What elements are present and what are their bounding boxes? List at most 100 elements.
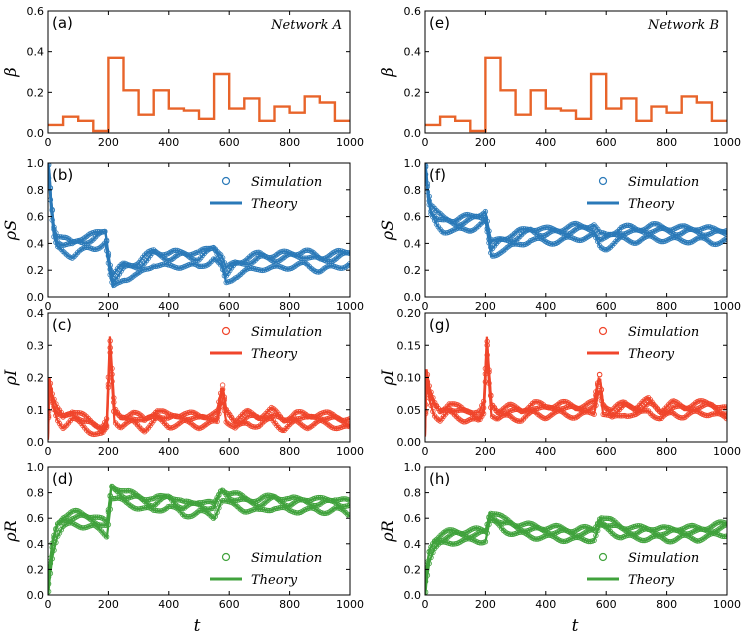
x-tick-label: 800: [656, 300, 677, 313]
x-tick-label: 1000: [713, 300, 741, 313]
theory-line: [425, 350, 727, 437]
simulation-marker: [475, 223, 481, 229]
y-tick-label: 0.4: [27, 237, 45, 250]
x-tick-label: 600: [219, 445, 240, 458]
simulation-marker: [74, 249, 81, 256]
x-tick-label: 0: [422, 136, 429, 149]
simulation-marker: [114, 422, 121, 428]
theory-line: [425, 511, 727, 586]
y-tick-label: 0.8: [404, 487, 422, 500]
plot-area: [48, 56, 350, 133]
legend-sim-label: Simulation: [251, 325, 322, 340]
plot-area: [425, 510, 727, 595]
simulation-marker: [691, 401, 697, 408]
simulation-marker: [116, 263, 122, 270]
simulation-marker: [660, 413, 666, 420]
legend-sim-label: Simulation: [628, 325, 699, 340]
x-tick-label: 800: [279, 300, 300, 313]
legend-sim-marker: [221, 552, 231, 562]
y-tick-label: 0.2: [404, 563, 422, 576]
x-tick-label: 0: [45, 445, 52, 458]
legend-sim-marker: [598, 326, 608, 336]
axes-frame: [47, 162, 351, 298]
simulation-marker: [343, 509, 349, 516]
plot-area: [48, 483, 350, 595]
simulation-marker: [243, 257, 249, 263]
simulation-marker: [596, 371, 603, 378]
y-axis-label: ρI: [1, 369, 20, 386]
simulation-marker: [477, 221, 483, 228]
x-tick-label: 0: [45, 136, 52, 149]
simulation-marker: [252, 257, 258, 263]
y-tick-label: 0.2: [27, 372, 45, 385]
theory-line: [425, 336, 727, 429]
simulation-marker: [120, 423, 126, 429]
y-tick-label: 0.4: [27, 46, 45, 59]
y-tick-label: 0.6: [27, 5, 45, 18]
simulation-marker: [89, 237, 95, 244]
plot-area: [48, 163, 350, 289]
theory-line: [48, 484, 350, 592]
simulation-marker: [214, 258, 220, 264]
y-tick-label: 0.4: [27, 538, 45, 551]
simulation-marker: [439, 531, 445, 537]
x-tick-label: 1000: [713, 598, 741, 611]
xlabel-left: t: [194, 616, 201, 636]
simulation-marker: [508, 413, 514, 420]
x-tick-label: 600: [596, 445, 617, 458]
y-tick-label: 0.3: [27, 339, 45, 352]
panel-label: (d): [52, 470, 73, 488]
simulation-marker: [511, 230, 518, 237]
simulation-marker: [267, 406, 273, 413]
simulation-marker: [207, 512, 213, 518]
legend-theory-label: Theory: [251, 573, 298, 588]
simulation-marker: [509, 232, 516, 238]
axes-frame: [424, 10, 728, 134]
axes-frame: [47, 466, 351, 596]
y-tick-label: 0.4: [404, 538, 422, 551]
legend-theory-label: Theory: [251, 347, 298, 362]
x-tick-label: 400: [158, 136, 179, 149]
simulation-marker: [334, 255, 340, 261]
x-tick-label: 200: [475, 445, 496, 458]
x-tick-label: 200: [98, 300, 119, 313]
panel-label: (c): [52, 316, 72, 334]
x-tick-label: 200: [475, 598, 496, 611]
y-tick-label: 0.0: [27, 291, 45, 304]
simulation-marker: [437, 533, 443, 539]
simulation-marker: [259, 420, 266, 426]
theory-line: [48, 172, 350, 289]
y-tick-label: 0.0: [27, 436, 45, 449]
simulation-marker: [615, 236, 621, 243]
simulation-marker: [439, 212, 445, 218]
simulation-marker: [276, 424, 282, 431]
x-tick-label: 1000: [336, 136, 364, 149]
simulation-marker: [239, 492, 246, 499]
simulation-marker: [205, 510, 211, 517]
y-tick-label: 0.15: [397, 339, 422, 352]
simulation-marker: [234, 503, 240, 509]
simulation-marker: [246, 254, 253, 260]
x-tick-label: 800: [656, 445, 677, 458]
legend-theory-label: Theory: [628, 197, 675, 212]
y-tick-label: 1.0: [27, 157, 45, 170]
x-tick-label: 400: [535, 300, 556, 313]
simulation-marker: [250, 259, 257, 265]
x-tick-label: 1000: [336, 598, 364, 611]
simulation-marker: [245, 255, 251, 262]
simulation-marker: [152, 501, 159, 508]
simulation-marker: [453, 413, 460, 420]
x-tick-label: 0: [45, 598, 52, 611]
x-tick-label: 400: [158, 300, 179, 313]
legend-theory-label: Theory: [628, 347, 675, 362]
y-tick-label: 0.8: [404, 184, 422, 197]
y-tick-label: 0.6: [404, 512, 422, 525]
x-tick-label: 800: [279, 598, 300, 611]
simulation-marker: [114, 274, 121, 280]
x-tick-label: 800: [656, 136, 677, 149]
y-tick-label: 1.0: [27, 461, 45, 474]
panel-label: (b): [52, 166, 73, 184]
beta-step-line: [425, 56, 727, 133]
simulation-marker: [286, 421, 293, 428]
